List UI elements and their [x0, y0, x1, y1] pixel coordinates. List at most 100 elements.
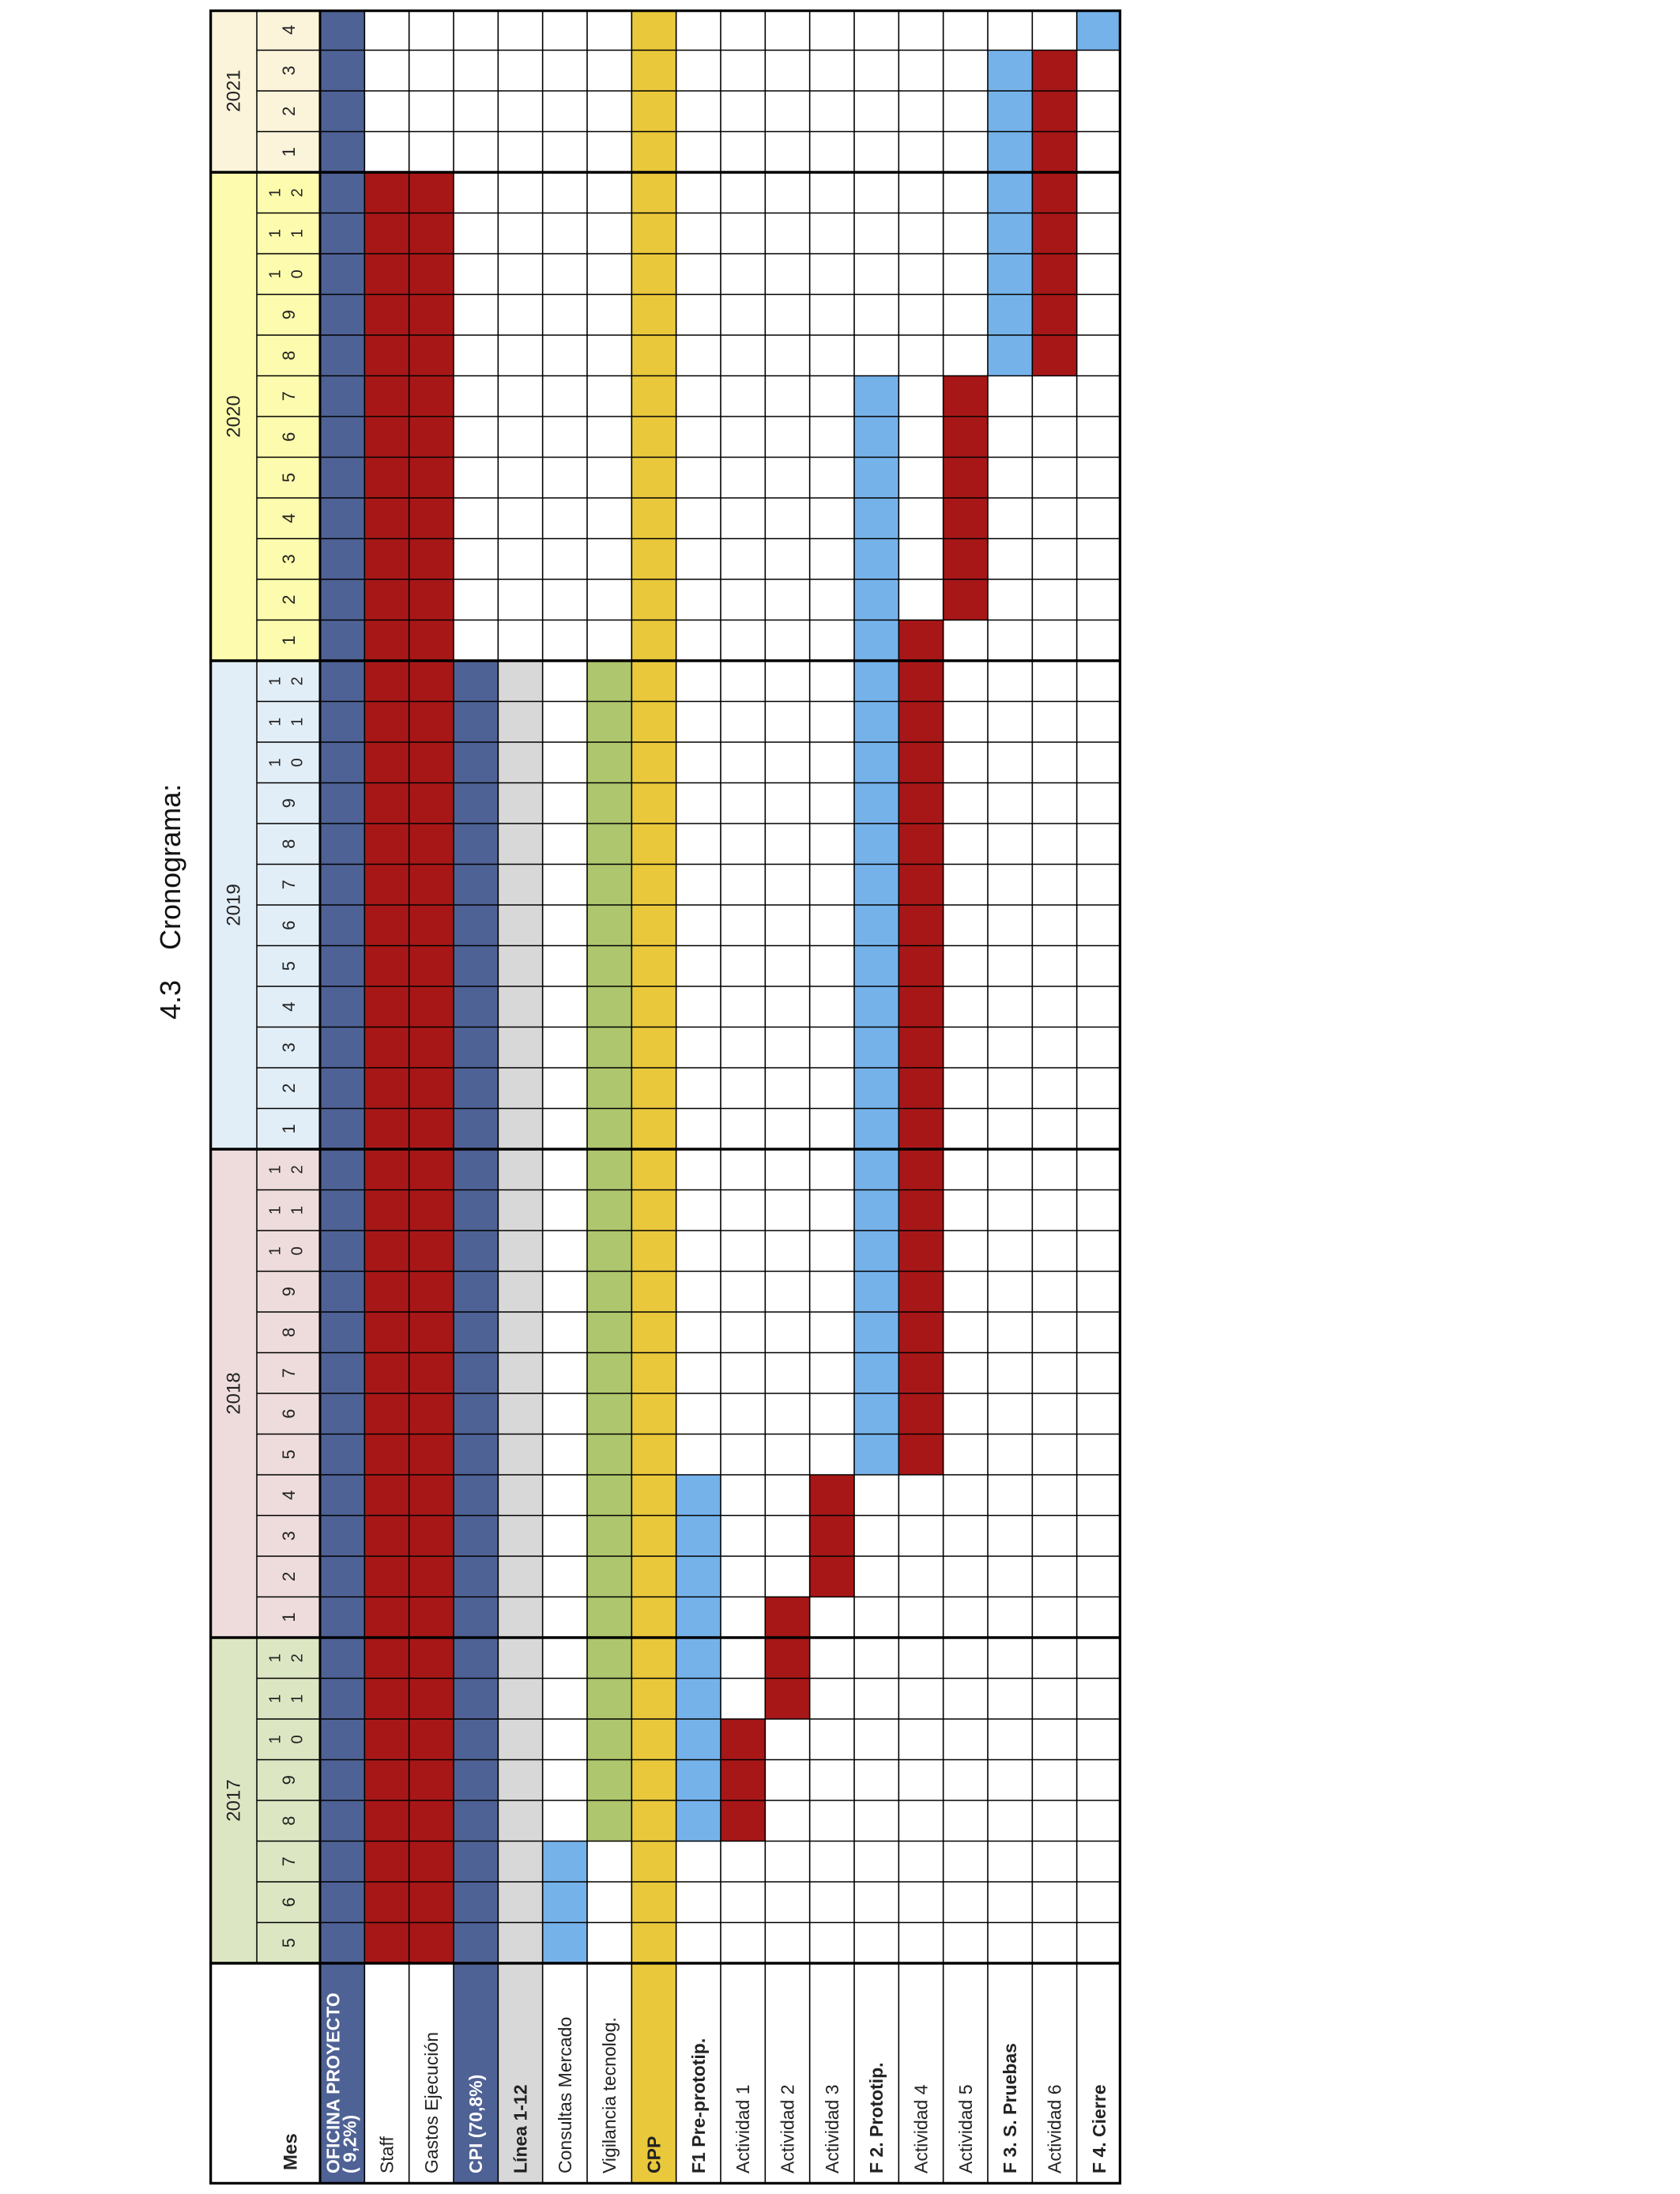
row-label-cell [409, 1963, 454, 2185]
month-label: 2 [279, 107, 299, 116]
month-label: 4 [279, 25, 299, 35]
month-cell [257, 1841, 320, 1882]
month-cell [257, 579, 320, 620]
month-cell [257, 172, 320, 213]
month-cell [257, 1149, 320, 1190]
bar-green [587, 661, 632, 1842]
year-label-2017: 2017 [223, 1779, 244, 1821]
row-label: F 4. Cierre [1089, 2085, 1109, 2174]
month-label: 1 [288, 1206, 306, 1215]
month-cell [257, 661, 320, 702]
section-title: Cronograma: [154, 783, 186, 950]
month-cell [257, 824, 320, 865]
row-label-cell [1076, 1963, 1121, 2185]
row-label-cell [898, 1963, 944, 2185]
month-label: 1 [279, 1124, 299, 1133]
month-cell [257, 1882, 320, 1923]
month-cell [257, 1027, 320, 1068]
row-label-cell [631, 1963, 676, 2185]
month-cell [257, 294, 320, 335]
row-label: Gastos Ejecución [421, 2032, 442, 2173]
month-cell [257, 9, 320, 51]
month-cell [257, 1434, 320, 1475]
month-label: 5 [279, 961, 299, 971]
month-cell [257, 335, 320, 376]
month-label: 7 [279, 1368, 299, 1378]
row-label: CPP [644, 2136, 665, 2173]
month-label: 1 [266, 1735, 284, 1744]
row-label-cell [988, 1963, 1033, 2185]
month-label: 0 [288, 1246, 306, 1255]
month-cell [257, 538, 320, 579]
row-label: Actividad 2 [778, 2084, 798, 2173]
row-label: OFICINA PROYECTO [323, 1992, 344, 2173]
month-label: 2 [288, 188, 306, 197]
row-label: Consultas Mercado [555, 2017, 575, 2173]
month-cell [257, 1556, 320, 1597]
month-cell [257, 1596, 320, 1638]
month-label: 8 [279, 839, 299, 849]
month-label: 4 [279, 514, 299, 523]
month-label: 5 [279, 1938, 299, 1947]
month-label: 1 [279, 635, 299, 645]
month-label: 1 [279, 147, 299, 156]
row-label-cell [943, 1963, 989, 2185]
bar-red [898, 620, 944, 1475]
row-label-cell [1032, 1963, 1077, 2185]
month-label: 7 [279, 1857, 299, 1866]
month-cell [257, 782, 320, 824]
month-label: 1 [266, 1695, 284, 1703]
row-label: F1 Pre-prototip. [688, 2038, 709, 2173]
bar-red [721, 1719, 766, 1842]
row-label: Actividad 6 [1045, 2084, 1065, 2173]
month-label: 9 [279, 798, 299, 808]
month-cell [257, 1068, 320, 1109]
year-band-2019 [209, 661, 257, 1149]
year-band-2020 [209, 172, 257, 661]
month-cell [257, 742, 320, 783]
month-label: 4 [279, 1491, 299, 1500]
month-cell [257, 945, 320, 986]
month-cell [257, 91, 320, 132]
month-cell [257, 1719, 320, 1760]
month-label: 0 [288, 1735, 306, 1744]
row-label-cell [320, 1963, 365, 2185]
row-label: Vigilancia tecnolog. [599, 2017, 620, 2173]
month-cell [257, 620, 320, 661]
month-cell [257, 701, 320, 742]
month-label: 2 [288, 1653, 306, 1662]
month-cell [257, 1352, 320, 1393]
month-label: 2 [279, 1572, 299, 1581]
month-cell [257, 254, 320, 295]
row-label-cell [721, 1963, 766, 2185]
month-cell [257, 498, 320, 539]
month-cell [257, 1678, 320, 1719]
month-label: 2 [288, 677, 306, 685]
month-label: 6 [279, 921, 299, 930]
gantt-rotated-frame: 2017 2018 2019 2020 2021 5 6 7 8 9 1 0 1 1 1 2 1 2 3 4 5 6 7 8 9… [209, 9, 1122, 2185]
month-cell [257, 1922, 320, 1963]
month-label: 1 [266, 677, 284, 685]
section-heading: 4.3 Cronograma: [154, 784, 187, 1020]
month-label: 7 [279, 391, 299, 401]
year-band-2018 [209, 1149, 257, 1638]
month-label: 6 [279, 1409, 299, 1419]
month-cell [257, 1108, 320, 1149]
month-cell [257, 1759, 320, 1800]
mes-label: Mes [280, 2133, 301, 2170]
month-cell [257, 213, 320, 254]
month-cell [257, 986, 320, 1027]
month-label: 1 [266, 718, 284, 726]
month-label: 8 [279, 1816, 299, 1826]
month-label: 1 [266, 188, 284, 197]
bar-red [809, 1475, 855, 1597]
month-label: 4 [279, 1002, 299, 1012]
month-cell [257, 1393, 320, 1434]
month-cell [257, 905, 320, 946]
row-label-cell [809, 1963, 855, 2185]
month-label: 1 [266, 270, 284, 278]
month-label: 8 [279, 1328, 299, 1337]
row-label: Actividad 3 [822, 2084, 842, 2173]
month-label: 2 [279, 595, 299, 605]
